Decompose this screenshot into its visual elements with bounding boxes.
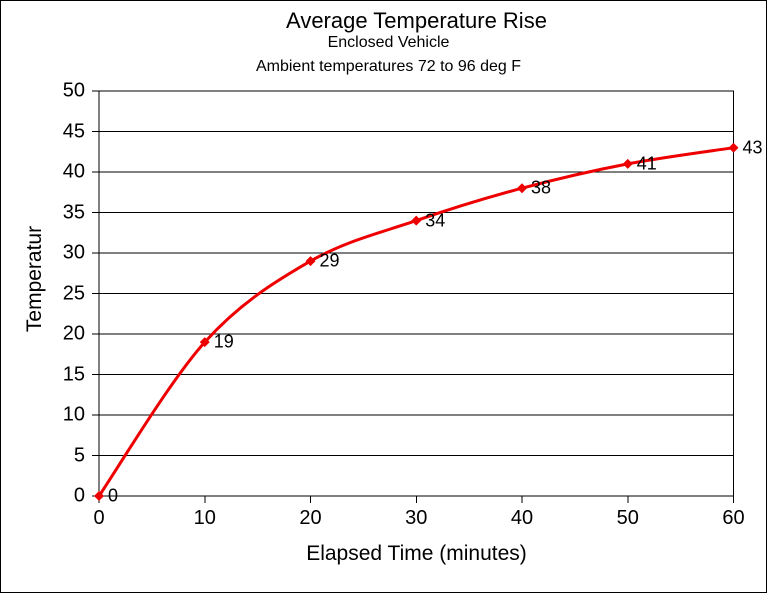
data-point-label: 29	[319, 250, 340, 271]
x-tick-label: 20	[299, 507, 322, 529]
data-point-label: 43	[742, 137, 763, 158]
data-point-label: 19	[213, 331, 234, 352]
data-point-marker	[305, 256, 316, 267]
y-tick-label: 35	[62, 201, 85, 223]
y-tick-label: 40	[62, 160, 85, 183]
x-tick-label: 50	[616, 507, 639, 529]
chart-subtitle: Enclosed Vehicle	[327, 34, 450, 51]
x-axis-title: Elapsed Time (minutes)	[306, 542, 527, 565]
data-point-marker	[728, 142, 739, 153]
y-tick-label: 45	[62, 120, 85, 142]
x-tick-label: 40	[510, 507, 534, 529]
y-tick-label: 20	[62, 322, 85, 345]
data-point-label: 34	[425, 210, 446, 231]
x-tick-label: 10	[193, 507, 216, 529]
data-point-marker	[94, 491, 104, 501]
data-point-label: 41	[636, 153, 657, 174]
y-tick-label: 0	[73, 484, 85, 507]
x-tick-label: 60	[722, 507, 745, 529]
y-tick-label: 50	[62, 79, 85, 102]
y-tick-label: 10	[62, 403, 85, 426]
y-axis-title: Temperatur	[23, 225, 46, 333]
chart-subtitle-ambient: Ambient temperatures 72 to 96 deg F	[255, 58, 522, 75]
data-point-label: 38	[531, 177, 552, 198]
chart-title: Average Temperature Rise	[286, 8, 547, 33]
y-tick-label: 15	[62, 363, 85, 385]
temperature-series-line	[97, 146, 735, 498]
data-point-label: 0	[108, 485, 119, 506]
data-point-marker	[199, 337, 210, 348]
data-point-marker	[622, 158, 633, 169]
data-point-marker	[411, 215, 422, 226]
x-tick-label: 0	[93, 507, 105, 529]
y-tick-label: 25	[62, 282, 85, 304]
y-tick-label: 5	[73, 444, 85, 466]
y-tick-label: 30	[62, 241, 85, 264]
x-tick-label: 30	[405, 507, 428, 529]
data-point-marker	[517, 183, 527, 194]
